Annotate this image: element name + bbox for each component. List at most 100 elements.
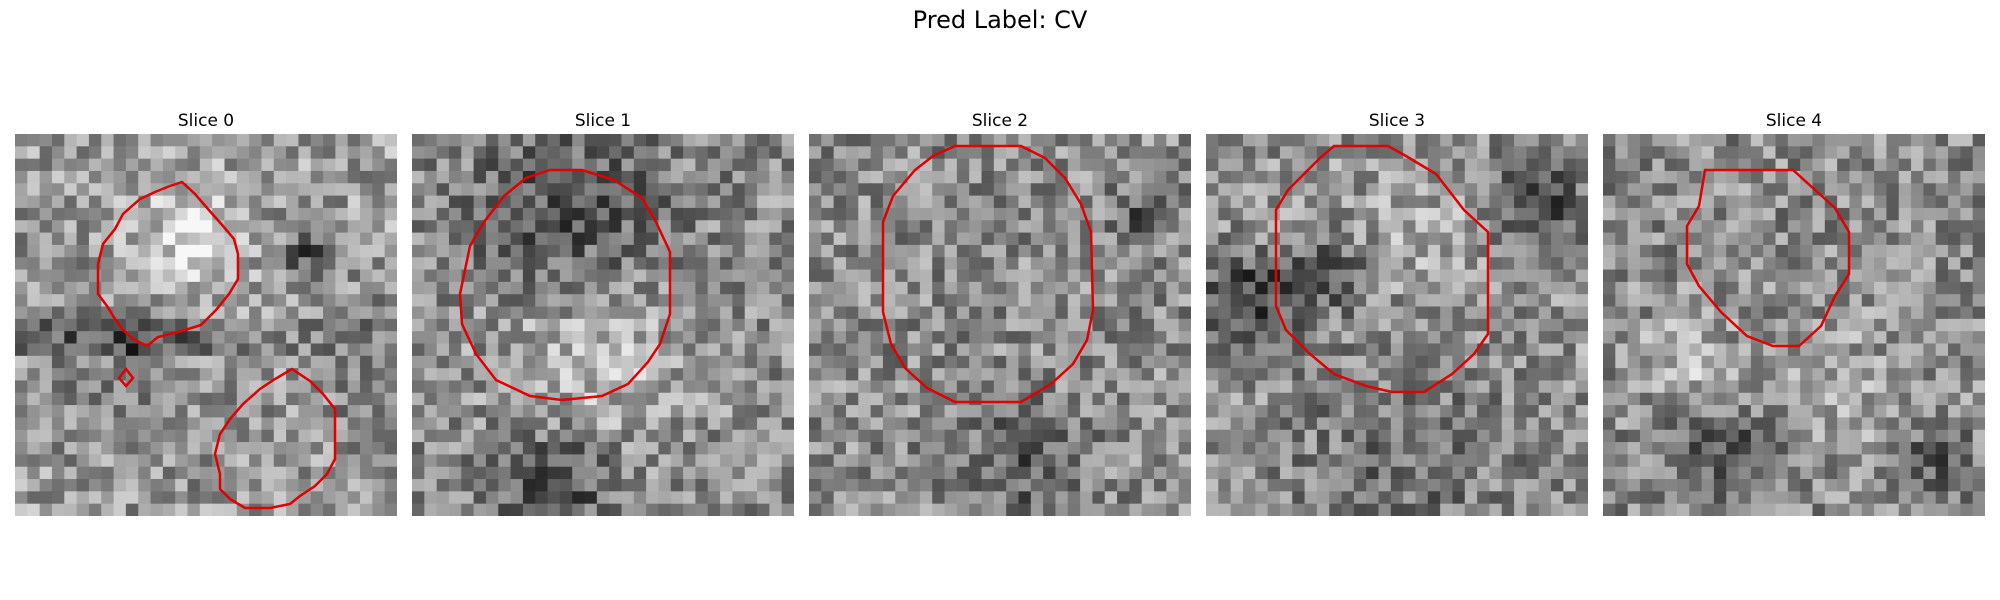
pixel	[236, 343, 250, 357]
pixel	[1676, 343, 1690, 357]
pixel	[1726, 306, 1740, 320]
pixel	[15, 134, 28, 147]
pixel	[335, 491, 349, 505]
pixel	[1861, 220, 1875, 234]
pixel	[384, 417, 397, 431]
pixel	[522, 503, 536, 516]
pixel	[1129, 183, 1143, 197]
pixel	[535, 466, 549, 480]
pixel	[1676, 392, 1690, 406]
pixel	[720, 232, 733, 246]
pixel	[1117, 417, 1130, 431]
pixel	[919, 220, 933, 234]
pixel	[1763, 491, 1777, 505]
pixel	[347, 491, 361, 505]
pixel	[286, 392, 300, 406]
pixel	[1092, 306, 1106, 320]
pixel	[1639, 355, 1653, 369]
pixel	[1526, 392, 1540, 406]
pixel	[1353, 146, 1367, 160]
pixel	[473, 294, 487, 308]
pixel	[559, 294, 573, 308]
pixel	[15, 281, 28, 295]
pixel	[64, 220, 78, 234]
pixel	[1218, 170, 1232, 184]
pixel	[1501, 355, 1515, 369]
pixel	[1713, 355, 1727, 369]
pixel	[1551, 368, 1564, 382]
pixel	[1403, 220, 1417, 234]
pixel	[273, 392, 287, 406]
pixel	[1676, 269, 1690, 283]
pixel	[1603, 479, 1616, 492]
pixel	[621, 269, 635, 283]
pixel	[1230, 183, 1244, 197]
pixel	[809, 306, 822, 320]
pixel	[1960, 466, 1974, 480]
pixel	[1972, 405, 1985, 419]
pixel	[199, 170, 213, 184]
pixel	[310, 392, 324, 406]
pixel	[1104, 503, 1118, 516]
pixel	[1526, 318, 1540, 332]
pixel	[510, 244, 524, 258]
pixel	[969, 257, 983, 271]
pixel	[1812, 306, 1826, 320]
pixel	[1018, 232, 1032, 246]
pixel	[175, 170, 189, 184]
pixel	[1067, 466, 1081, 480]
pixel	[858, 306, 872, 320]
pixel	[732, 232, 746, 246]
pixel	[572, 368, 586, 382]
pixel	[1255, 318, 1269, 332]
pixel	[1154, 405, 1167, 419]
pixel	[412, 318, 425, 332]
pixel	[76, 491, 90, 505]
pixel	[335, 220, 349, 234]
pixel	[1639, 146, 1653, 160]
pixel	[224, 454, 238, 468]
pixel	[547, 466, 561, 480]
pixel	[633, 146, 647, 160]
pixel	[1415, 170, 1429, 184]
pixel	[286, 220, 300, 234]
pixel	[323, 146, 336, 160]
pixel	[720, 503, 733, 516]
pixel	[372, 183, 386, 197]
pixel	[584, 343, 598, 357]
pixel	[1972, 220, 1985, 234]
pixel	[1178, 220, 1191, 234]
pixel	[261, 454, 275, 468]
pixel	[1452, 281, 1466, 295]
pixel	[15, 318, 28, 332]
pixel	[895, 442, 909, 455]
pixel	[1514, 380, 1527, 394]
pixel	[1861, 503, 1875, 516]
pixel	[658, 392, 672, 406]
pixel	[162, 244, 176, 258]
pixel	[323, 269, 336, 283]
segmentation-contour	[96, 180, 240, 348]
pixel	[15, 491, 28, 505]
pixel	[1923, 491, 1937, 505]
pixel	[559, 306, 573, 320]
pixel	[522, 183, 536, 197]
pixel	[1923, 220, 1937, 234]
pixel	[498, 318, 512, 332]
pixel	[1787, 134, 1801, 147]
pixel	[1440, 454, 1454, 468]
pixel	[436, 306, 450, 320]
pixel	[609, 429, 623, 443]
pixel	[249, 232, 263, 246]
pixel	[547, 195, 561, 209]
pixel	[596, 417, 610, 431]
pixel	[323, 318, 336, 332]
pixel	[1267, 429, 1281, 443]
pixel	[236, 355, 250, 369]
pixel	[1874, 503, 1888, 516]
pixel	[1738, 479, 1752, 492]
pixel	[1206, 170, 1219, 184]
pixel	[1689, 170, 1703, 184]
pixel	[1501, 232, 1515, 246]
pixel	[273, 170, 287, 184]
